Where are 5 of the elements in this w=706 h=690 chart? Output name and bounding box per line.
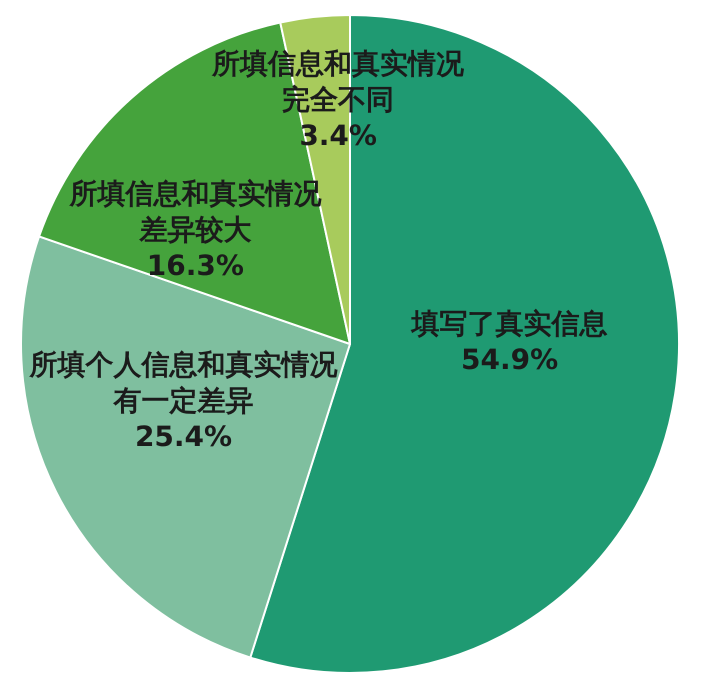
slice-label: 所填个人信息和真实情况有一定差异	[28, 348, 339, 418]
data-label: 25.4%	[134, 420, 232, 454]
data-label: 54.9%	[460, 342, 558, 376]
slice-label: 填写了真实信息	[410, 306, 608, 340]
data-label: 16.3%	[146, 248, 244, 282]
